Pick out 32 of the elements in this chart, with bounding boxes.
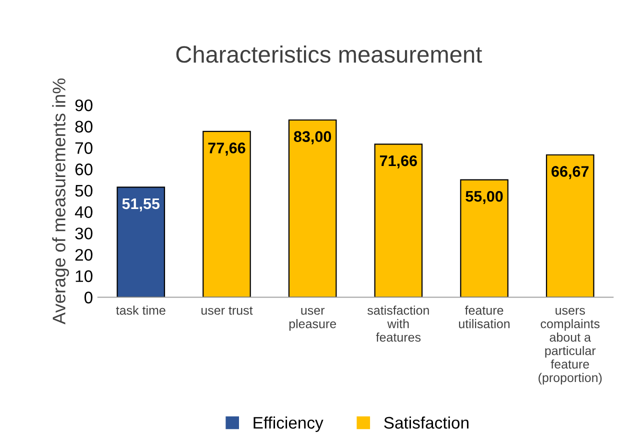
data-label: 83,00 xyxy=(294,131,332,144)
data-label: 55,00 xyxy=(466,190,503,204)
y-tick-label: 80 xyxy=(75,120,92,133)
x-tick-label: task time xyxy=(116,306,166,315)
x-tick-label: feature utilisation xyxy=(459,306,510,328)
bar xyxy=(288,119,337,298)
data-label: 77,66 xyxy=(208,142,246,156)
bar xyxy=(116,186,166,298)
data-label: 51,55 xyxy=(122,198,160,212)
y-tick-label: 40 xyxy=(74,206,92,218)
x-tick-label: users complaints about a particular feature (proportion) xyxy=(538,308,602,385)
legend-label: Efficiency xyxy=(254,416,324,432)
bar xyxy=(546,154,594,298)
y-tick-label: 0 xyxy=(84,292,92,304)
y-axis-title: Average of measurements in% xyxy=(52,78,70,324)
bar xyxy=(202,130,251,298)
x-tick-label: satisfaction with features xyxy=(368,306,429,342)
legend-label: Satisfaction xyxy=(384,416,468,429)
x-tick-label: user trust xyxy=(201,306,253,315)
bar xyxy=(460,179,508,298)
x-tick-label: user pleasure xyxy=(289,308,336,331)
bar xyxy=(374,144,423,298)
y-tick-label: 30 xyxy=(75,228,92,240)
y-tick-label: 10 xyxy=(76,270,92,282)
y-tick-label: 20 xyxy=(75,248,92,261)
y-tick-label: 90 xyxy=(75,99,92,112)
chart-title: Characteristics measurement xyxy=(176,45,482,63)
y-tick-label: 50 xyxy=(75,184,92,197)
data-label: 71,66 xyxy=(380,155,417,168)
y-tick-label: 60 xyxy=(75,164,92,176)
data-label: 66,67 xyxy=(552,166,589,180)
y-tick-label: 70 xyxy=(75,142,92,154)
